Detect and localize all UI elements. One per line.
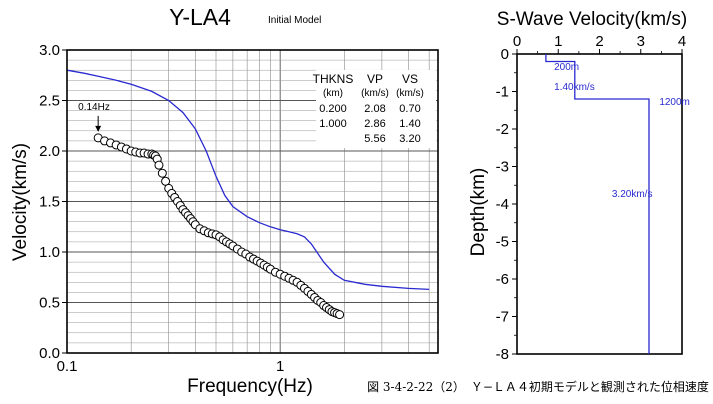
left-axes: 0.0 0.5 1.0 1.5 2.0 2.5 3.0 0.1 1 bbox=[39, 42, 284, 375]
left-x-axis-label: Frequency(Hz) bbox=[187, 376, 313, 397]
model-table-cell: 5.56 bbox=[364, 133, 385, 145]
y-tick-label: -4 bbox=[496, 196, 509, 213]
y-tick-label: 1.5 bbox=[39, 194, 60, 211]
left-chart-title: Y-LA4 bbox=[169, 4, 231, 30]
profile-annotation: 1200m bbox=[659, 97, 690, 108]
right-chart-title: S-Wave Velocity(km/s) bbox=[497, 9, 687, 30]
right-annotations: 200m 1.40km/s 1200m 3.20km/s bbox=[554, 62, 690, 200]
left-series bbox=[66, 69, 430, 320]
x-tick-label: 2 bbox=[595, 33, 603, 50]
left-y-axis-label: Velocity(km/s) bbox=[10, 143, 31, 261]
y-tick-label: 0 bbox=[501, 46, 509, 63]
right-series bbox=[545, 54, 650, 354]
y-tick-label: 2.0 bbox=[39, 143, 60, 160]
profile-annotation: 1.40km/s bbox=[554, 82, 595, 93]
y-tick-label: -2 bbox=[496, 121, 509, 138]
model-table-cell: 2.08 bbox=[364, 103, 385, 115]
y-tick-label: 1.0 bbox=[39, 244, 60, 261]
model-table-cell: 1.40 bbox=[399, 118, 420, 130]
model-table-header: (km/s) bbox=[361, 88, 389, 99]
model-table: THKNS VP VS (km) (km/s) (km/s) 0.200 2.08 0.70 1.… bbox=[313, 70, 436, 148]
left-annotation: 0.14Hz bbox=[78, 102, 110, 132]
model-table-header: (km) bbox=[323, 88, 343, 99]
velocity-profile-chart: S-Wave Velocity(km/s) 0 1 2 3 4 0 -1 -2 -3 -4 -5 -6… bbox=[468, 9, 690, 363]
model-table-cell: 1.000 bbox=[319, 118, 347, 130]
model-table-background bbox=[316, 70, 436, 148]
right-y-axis-label: Depth(km) bbox=[468, 168, 489, 257]
x-tick-label: 0 bbox=[513, 33, 521, 50]
x-tick-label: 4 bbox=[678, 33, 686, 50]
model-table-cell: 0.200 bbox=[319, 103, 347, 115]
observed-point bbox=[157, 168, 167, 178]
model-table-cell: 3.20 bbox=[399, 133, 420, 145]
model-table-header: THKNS bbox=[313, 72, 354, 86]
model-table-header: VS bbox=[402, 72, 418, 86]
velocity-profile-line bbox=[545, 54, 650, 354]
model-table-header: VP bbox=[367, 72, 383, 86]
frequency-annotation-label: 0.14Hz bbox=[78, 102, 110, 113]
x-tick-label: 1 bbox=[554, 33, 562, 50]
y-tick-label: -5 bbox=[496, 234, 509, 251]
figure-caption: 図 3-4-2-22（2） Ｙ−ＬＡ４初期モデルと観測された位相速度 bbox=[367, 379, 709, 394]
model-table-cell: 2.86 bbox=[364, 118, 385, 130]
x-tick-label: 0.1 bbox=[57, 358, 78, 375]
right-axes: 0 1 2 3 4 0 -1 -2 -3 -4 -5 -6 -7 -8 bbox=[496, 33, 687, 363]
profile-annotation: 3.20km/s bbox=[612, 189, 653, 200]
y-tick-label: -6 bbox=[496, 271, 509, 288]
observed-point bbox=[335, 310, 345, 320]
y-tick-label: -1 bbox=[496, 84, 509, 101]
y-tick-label: 3.0 bbox=[39, 42, 60, 59]
left-chart-subtitle: Initial Model bbox=[268, 15, 321, 26]
observed-point bbox=[154, 160, 164, 170]
profile-annotation: 200m bbox=[554, 62, 579, 73]
y-tick-label: 2.5 bbox=[39, 93, 60, 110]
y-tick-label: -7 bbox=[496, 309, 509, 326]
x-tick-label: 1 bbox=[276, 358, 284, 375]
dispersion-chart: Y-LA4 Initial Model THKNS VP VS (km) (km/s) (… bbox=[10, 4, 439, 397]
theoretical-dispersion-curve bbox=[66, 69, 430, 291]
model-table-cell: 0.70 bbox=[399, 103, 420, 115]
annotation-arrow-head bbox=[95, 125, 102, 132]
y-tick-label: 0.5 bbox=[39, 295, 60, 312]
y-tick-label: 0.0 bbox=[39, 345, 60, 362]
model-table-header: (km/s) bbox=[396, 88, 424, 99]
y-tick-label: -3 bbox=[496, 159, 509, 176]
x-tick-label: 3 bbox=[637, 33, 645, 50]
y-tick-label: -8 bbox=[496, 346, 509, 363]
